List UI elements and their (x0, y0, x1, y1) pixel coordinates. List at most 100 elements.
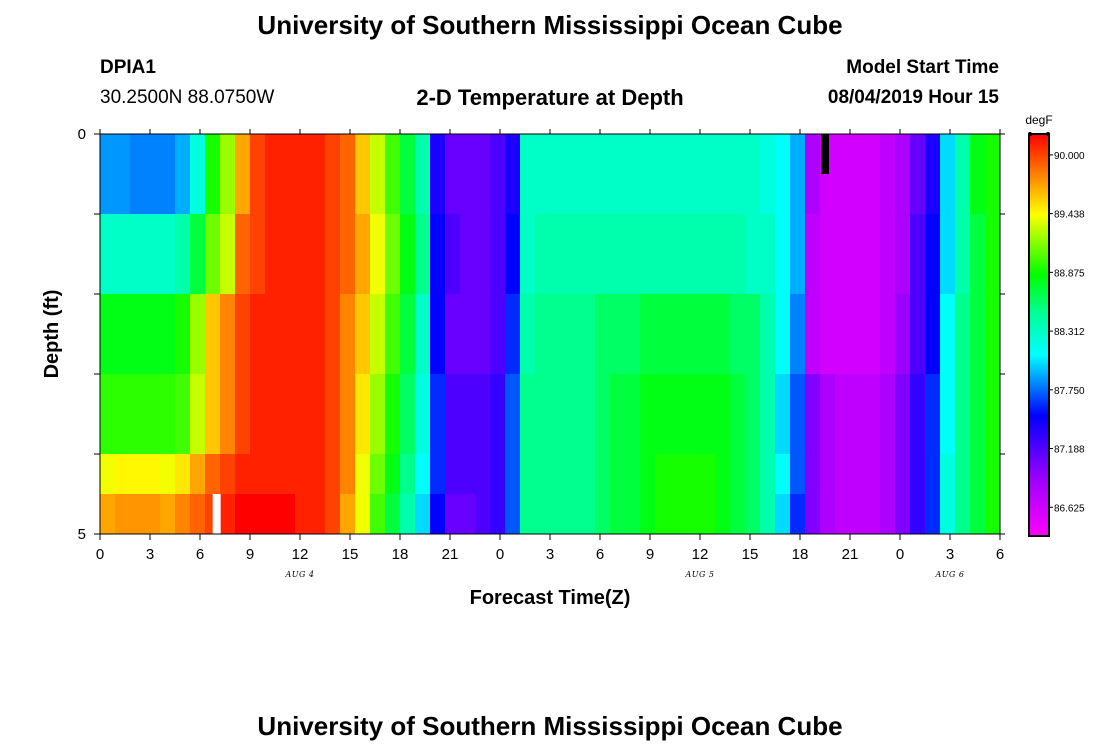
heatmap-cell (685, 134, 701, 215)
heatmap-cell (610, 294, 626, 375)
heatmap-cell (880, 494, 896, 535)
heatmap-cell (655, 374, 671, 455)
heatmap-cell (295, 214, 311, 295)
heatmap-cell (835, 294, 851, 375)
heatmap-cell (475, 294, 491, 375)
heatmap-cell (340, 214, 356, 295)
colorbar-unit: degF (1025, 113, 1052, 127)
heatmap-cell (925, 134, 941, 215)
heatmap-cell (265, 134, 281, 215)
heatmap-cell (355, 294, 371, 375)
heatmap-cell (805, 134, 821, 215)
heatmap-cell (505, 214, 521, 295)
colorbar-fill (1028, 133, 1050, 537)
heatmap-cell (730, 294, 746, 375)
heatmap-cell (985, 494, 1001, 535)
heatmap-cell (670, 494, 686, 535)
x-tick-label: 3 (946, 546, 954, 563)
heatmap-cell (910, 374, 926, 455)
heatmap-cell (145, 454, 161, 495)
heatmap-cell (520, 374, 536, 455)
date-label: AUG 4 (284, 570, 314, 579)
heatmap-cell (970, 374, 986, 455)
heatmap-cell (550, 494, 566, 535)
heatmap-cell (685, 454, 701, 495)
heatmap-cell (820, 454, 836, 495)
heatmap-cell (205, 214, 221, 295)
heatmap-cell (265, 494, 281, 535)
heatmap-cell (190, 494, 206, 535)
heatmap-cell (385, 294, 401, 375)
heatmap-cell (910, 454, 926, 495)
heatmap-cell (400, 294, 416, 375)
heatmap-cell (160, 494, 176, 535)
heatmap-cell (940, 134, 956, 215)
heatmap-cell (265, 454, 281, 495)
heatmap-cell (340, 494, 356, 535)
heatmap-cell (325, 494, 341, 535)
heatmap-cell (310, 494, 326, 535)
colorbar-tick-label: 87.750 (1054, 386, 1085, 397)
heatmap-cell (115, 454, 131, 495)
heatmap-cell (430, 134, 446, 215)
heatmap-cell (775, 454, 791, 495)
heatmap-cell (715, 214, 731, 295)
x-tick-label: 6 (996, 546, 1004, 563)
heatmap-cell (715, 134, 731, 215)
heatmap-cell (430, 494, 446, 535)
heatmap-cell (430, 454, 446, 495)
heatmap-cell (145, 294, 161, 375)
heatmap-cell (580, 494, 596, 535)
heatmap-cell (160, 294, 176, 375)
heatmap-cell (760, 214, 776, 295)
heatmap-cell (940, 214, 956, 295)
x-tick-label: 18 (792, 546, 809, 563)
heatmap-cell (115, 494, 131, 535)
heatmap-cell (115, 294, 131, 375)
heatmap-cell (445, 134, 461, 215)
heatmap-cell (175, 454, 191, 495)
heatmap-cell (940, 494, 956, 535)
x-tick-label: 12 (692, 546, 709, 563)
heatmap-cell (955, 214, 971, 295)
heatmap-cell (220, 214, 236, 295)
heatmap-cell (970, 214, 986, 295)
heatmap-cell (565, 374, 581, 455)
heatmap-cell (595, 494, 611, 535)
heatmap-cell (925, 374, 941, 455)
heatmap-cell (280, 374, 296, 455)
heatmap-cell (310, 374, 326, 455)
colorbar-corner (1028, 132, 1032, 136)
heatmap-cell (715, 294, 731, 375)
heatmap-cell (865, 374, 881, 455)
y-axis: 05 (78, 126, 1005, 543)
heatmap-cell (160, 214, 176, 295)
heatmap-cell (265, 294, 281, 375)
heatmap-cell (430, 214, 446, 295)
heatmap-cell (640, 454, 656, 495)
heatmap-cell (910, 494, 926, 535)
heatmap-cell (400, 374, 416, 455)
heatmap-cell (610, 494, 626, 535)
heatmap-cell (535, 374, 551, 455)
heatmap-cell (505, 134, 521, 215)
heatmap-cell (265, 374, 281, 455)
heatmap-cell (790, 454, 806, 495)
heatmap-cell (145, 214, 161, 295)
heatmap-cell (925, 494, 941, 535)
heatmap-cell (655, 134, 671, 215)
heatmap-cell (880, 294, 896, 375)
heatmap-cell (880, 374, 896, 455)
heatmap-cell (115, 214, 131, 295)
heatmap-cell (895, 134, 911, 215)
footer-title: University of Southern Mississippi Ocean… (257, 711, 843, 741)
heatmap-cell (370, 454, 386, 495)
heatmap-cell (505, 294, 521, 375)
heatmap-cell (745, 134, 761, 215)
heatmap-cell (160, 454, 176, 495)
heatmap-cell (280, 214, 296, 295)
heatmap-cell (580, 454, 596, 495)
heatmap-cells (100, 134, 1001, 535)
colorbar: degF 90.000 89.438 88.875 88.312 87.750 87.188… (1025, 113, 1085, 537)
heatmap-cell (610, 214, 626, 295)
